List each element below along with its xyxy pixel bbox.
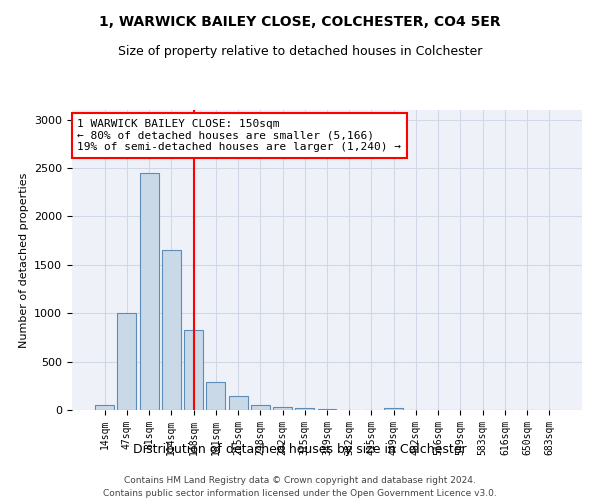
Bar [162, 250, 181, 410]
Bar [295, 408, 314, 410]
Bar [184, 330, 203, 410]
Bar [95, 404, 114, 410]
Bar [229, 396, 248, 410]
Y-axis label: Number of detached properties: Number of detached properties [19, 172, 29, 348]
Text: Contains HM Land Registry data © Crown copyright and database right 2024.: Contains HM Land Registry data © Crown c… [124, 476, 476, 485]
Bar [140, 173, 158, 410]
Text: Size of property relative to detached houses in Colchester: Size of property relative to detached ho… [118, 45, 482, 58]
Text: 1, WARWICK BAILEY CLOSE, COLCHESTER, CO4 5ER: 1, WARWICK BAILEY CLOSE, COLCHESTER, CO4… [99, 15, 501, 29]
Bar [384, 408, 403, 410]
Bar [118, 313, 136, 410]
Text: 1 WARWICK BAILEY CLOSE: 150sqm
← 80% of detached houses are smaller (5,166)
19% : 1 WARWICK BAILEY CLOSE: 150sqm ← 80% of … [77, 119, 401, 152]
Bar [273, 406, 292, 410]
Bar [251, 405, 270, 410]
Text: Contains public sector information licensed under the Open Government Licence v3: Contains public sector information licen… [103, 488, 497, 498]
Text: Distribution of detached houses by size in Colchester: Distribution of detached houses by size … [133, 444, 467, 456]
Bar [206, 382, 225, 410]
Bar [317, 409, 337, 410]
